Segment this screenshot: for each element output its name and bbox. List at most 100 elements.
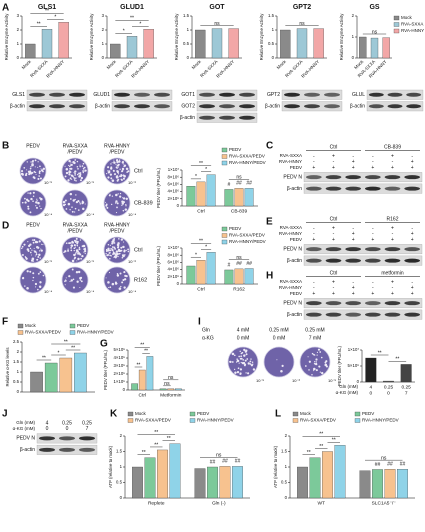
- condition-label: Ctrl: [330, 144, 338, 150]
- plaque: [107, 171, 110, 174]
- y-tick-label: 2×10⁶: [168, 196, 180, 201]
- blot-band: [384, 175, 401, 180]
- plaque: [124, 208, 128, 211]
- plaque: [120, 238, 123, 241]
- plaque: [238, 355, 241, 358]
- plaque: [68, 171, 71, 174]
- x-tick-label: WT: [318, 500, 326, 506]
- bar: [167, 388, 175, 391]
- blot-band: [219, 104, 235, 109]
- plaque: [250, 358, 252, 360]
- blot-band: [304, 104, 320, 109]
- bar: [313, 28, 324, 59]
- bar: [234, 268, 244, 285]
- treatment-sign: +: [371, 291, 374, 297]
- plaque: [308, 360, 311, 363]
- plaque: [42, 167, 46, 170]
- y-tick-label: 8×10⁶: [168, 252, 180, 257]
- plaque: [124, 278, 127, 281]
- plaque: [111, 162, 113, 164]
- plaque: [68, 202, 70, 205]
- plaque: [69, 198, 72, 200]
- dilution-label: 10⁻⁵: [44, 259, 53, 264]
- plaque: [109, 173, 113, 176]
- legend-label: Mock: [135, 411, 147, 416]
- x-tick-label: 0.25: [384, 384, 394, 390]
- y-tick-label: 1.5: [268, 13, 275, 18]
- plaque: [325, 360, 328, 363]
- bar: [400, 364, 412, 383]
- plaque: [76, 238, 78, 240]
- blot-background: [303, 255, 423, 266]
- legend-swatch: [189, 418, 196, 423]
- plaque: [240, 361, 242, 364]
- plaque-condition: 4 mM: [237, 327, 250, 333]
- chart-title: GOT: [209, 4, 225, 11]
- plaque: [29, 251, 32, 254]
- treatment-sign: -: [411, 225, 413, 231]
- panel-label: A: [2, 3, 9, 14]
- plaque: [315, 358, 318, 361]
- plaque: [75, 240, 77, 242]
- bar: [309, 457, 321, 499]
- plaque: [37, 177, 40, 181]
- treatment-sign: -: [313, 225, 315, 231]
- plaque: [125, 249, 127, 252]
- legend-label: PEDV: [197, 411, 209, 416]
- plaque: [109, 244, 112, 246]
- y-tick-label: 0.5: [281, 480, 288, 485]
- plaque: [64, 250, 67, 253]
- plaque: [69, 242, 72, 244]
- plaque: [233, 368, 236, 370]
- plaque: [107, 281, 110, 284]
- plaque: [73, 172, 75, 174]
- plaque: [82, 171, 85, 174]
- legend-swatch: [292, 411, 299, 417]
- plaque: [244, 359, 247, 362]
- y-tick-label: 1: [102, 41, 105, 46]
- plaque: [119, 192, 122, 195]
- plaque-well: [227, 346, 259, 378]
- plaque: [125, 203, 127, 206]
- plaque: [36, 241, 39, 244]
- plaque: [35, 205, 37, 207]
- x-tick-label: Metformin: [160, 392, 182, 398]
- blot-band: [39, 436, 55, 441]
- plaque: [37, 161, 39, 163]
- plaque: [317, 348, 321, 351]
- plaque: [23, 243, 26, 246]
- y-tick-label: 2: [352, 13, 355, 18]
- plaque: [313, 367, 316, 371]
- legend-label: RVA-SXXA/PEDV: [229, 233, 265, 238]
- plaque: [113, 173, 117, 176]
- significance-label: **: [167, 436, 171, 442]
- plaque: [27, 192, 29, 194]
- y-tick-label: 2: [285, 433, 288, 438]
- plaque: [65, 277, 67, 279]
- legend-swatch: [292, 418, 299, 423]
- plaque: [243, 363, 246, 365]
- x-tick-label: Gln (-): [212, 500, 226, 506]
- y-axis-label: Relative Enzyme Activity: [4, 13, 9, 61]
- blot-band: [284, 92, 300, 97]
- treatment-sign: +: [332, 237, 335, 243]
- blot-band: [324, 104, 340, 109]
- bar: [157, 449, 168, 499]
- y-tick-label: 0.5: [268, 41, 275, 46]
- plaque: [67, 248, 69, 250]
- plaque: [71, 210, 74, 213]
- y-tick-label: 0: [187, 55, 190, 60]
- plaque: [28, 173, 31, 176]
- plaque: [109, 257, 111, 260]
- plaque: [64, 199, 67, 202]
- y-tick-label: 6×10⁶: [168, 260, 180, 265]
- plaque: [76, 280, 79, 283]
- x-tick-label: SLC1A5⁻/⁻: [372, 500, 397, 506]
- bar: [175, 388, 182, 391]
- significance-label: #: [227, 262, 230, 268]
- y-tick-label: 1.5: [116, 449, 123, 454]
- plaque: [308, 369, 310, 371]
- plaque: [311, 374, 313, 376]
- plaque: [115, 164, 117, 166]
- y-tick-label: 4×10⁶: [168, 267, 180, 272]
